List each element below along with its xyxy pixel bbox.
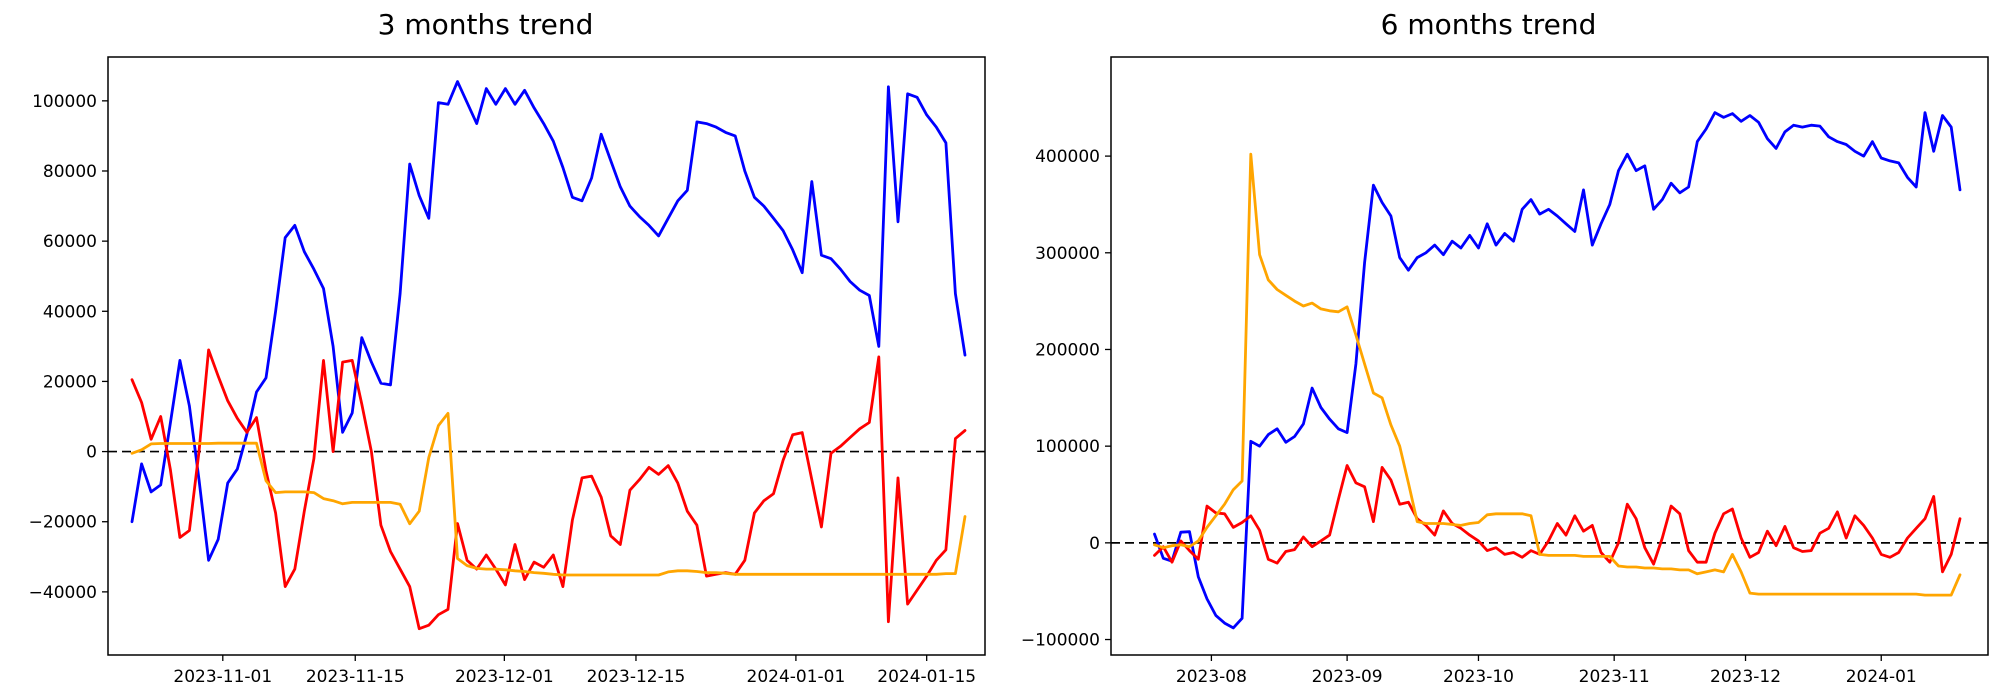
chart-title: 6 months trend [1380,8,1597,41]
x-axis-tick-label: 2023-12-15 [587,667,686,687]
plot-area [107,56,986,656]
x-axis-tick-label: 2023-08 [1176,667,1247,687]
chart-title: 3 months trend [377,8,594,41]
x-axis-tick-label: 2023-12-01 [455,667,554,687]
x-axis-tick-label: 2023-09 [1312,667,1383,687]
y-axis-tick-label: 20000 [43,372,97,392]
y-axis-tick-label: 200000 [1035,340,1100,360]
y-axis-tick-label: 300000 [1035,244,1100,264]
y-axis-tick-label: 400000 [1035,147,1100,167]
chart-panel-6-months: 6 months trend 400000 300000 200000 100000 0… [1000,0,2000,700]
series-line-red [1153,464,1962,574]
x-axis-tick-label: 2023-11-01 [173,667,272,687]
chart-plot-svg-6-months: 400000 300000 200000 100000 0 −100000 2023-08 2… [1021,56,1989,687]
x-axis-tick-label: 2023-11 [1579,667,1650,687]
x-axis-tick-label: 2024-01 [1846,667,1917,687]
x-axis-tick-label: 2023-11-15 [306,667,405,687]
x-axis-tick-label: 2023-12 [1710,667,1781,687]
series-line-blue [130,80,967,562]
y-axis-tick-label: −40000 [29,583,97,603]
y-axis-tick-label: 0 [1089,534,1100,554]
y-axis-tick-label: −20000 [29,513,97,533]
x-axis-tick-label: 2023-10 [1443,667,1514,687]
series-line-blue [1153,111,1962,630]
chart-plot-svg-3-months: 100000 80000 60000 40000 20000 0 −20000 −40000 2… [29,56,986,687]
y-axis-tick-label: 100000 [32,92,97,112]
y-axis-tick-label: 100000 [1035,437,1100,457]
y-axis-tick-label: −100000 [1021,631,1100,651]
chart-panel-3-months: 3 months trend 100000 80000 60000 40000 2000… [29,8,986,687]
y-axis-tick-label: 80000 [43,162,97,182]
y-axis-tick-label: 40000 [43,302,97,322]
y-axis-tick-label: 60000 [43,232,97,252]
x-axis-tick-label: 2024-01-01 [747,667,846,687]
y-axis-tick-label: 0 [86,443,97,463]
series-line-orange [1153,152,1962,597]
plot-area [1110,56,1989,656]
x-axis-tick-label: 2024-01-15 [877,667,976,687]
series-line-orange [130,411,967,577]
series-line-red [130,348,967,631]
